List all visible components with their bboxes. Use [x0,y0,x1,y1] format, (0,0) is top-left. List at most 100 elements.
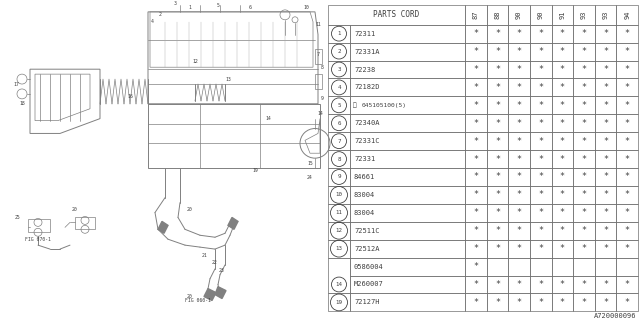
Text: 17: 17 [13,82,19,86]
Text: 12: 12 [335,228,342,233]
Text: 15: 15 [307,161,313,165]
Bar [486,114,508,132]
Text: 84661: 84661 [354,174,375,180]
Text: *: * [538,29,543,38]
Text: *: * [581,101,586,110]
Text: 72512A: 72512A [354,246,380,252]
Text: 72238: 72238 [354,67,375,73]
Bar [616,60,638,78]
Text: *: * [581,172,586,181]
Text: 87: 87 [473,11,479,19]
Text: *: * [625,155,630,164]
Text: *: * [625,226,630,235]
Text: 72331: 72331 [354,156,375,162]
Text: *: * [474,119,478,128]
Text: *: * [516,244,522,253]
Text: *: * [581,280,586,289]
Bar [616,258,638,276]
Bar [595,222,616,240]
Bar [465,222,486,240]
Text: *: * [603,190,608,199]
Text: *: * [538,83,543,92]
Text: *: * [603,208,608,217]
Bar [530,132,552,150]
Bar [508,204,530,222]
Bar [350,60,465,78]
Text: 8: 8 [337,156,340,162]
Bar [486,43,508,60]
Text: A720000096: A720000096 [593,313,636,319]
Text: *: * [516,208,522,217]
Text: *: * [560,119,565,128]
Bar [595,60,616,78]
Bar [486,204,508,222]
Bar [530,60,552,78]
Text: *: * [538,244,543,253]
Text: 11: 11 [315,22,321,27]
Bar [465,60,486,78]
Bar [486,258,508,276]
Bar [530,222,552,240]
Text: *: * [516,65,522,74]
Text: *: * [603,47,608,56]
Bar [573,5,595,25]
Text: 19: 19 [252,167,258,172]
Text: *: * [603,101,608,110]
Bar [616,132,638,150]
Bar [508,240,530,258]
Bar [616,78,638,96]
Text: 23: 23 [219,268,225,273]
Text: *: * [603,244,608,253]
Text: 14: 14 [265,116,271,121]
Text: 7: 7 [317,52,319,57]
Text: *: * [538,119,543,128]
Bar [465,132,486,150]
Text: *: * [625,47,630,56]
Text: *: * [560,298,565,307]
Text: *: * [625,208,630,217]
Bar [508,78,530,96]
Bar [465,114,486,132]
Bar [350,293,465,311]
Text: 91: 91 [559,11,565,19]
Bar [595,150,616,168]
Bar [350,96,465,114]
Bar [530,114,552,132]
Bar [530,43,552,60]
Bar [616,25,638,43]
Text: *: * [495,119,500,128]
Bar [486,222,508,240]
Text: *: * [581,244,586,253]
Bar [508,60,530,78]
Text: *: * [516,226,522,235]
Bar [552,60,573,78]
Text: *: * [474,47,478,56]
Text: 20: 20 [187,207,193,212]
Text: *: * [474,83,478,92]
Text: 4: 4 [337,85,340,90]
Bar [328,96,350,114]
Bar [486,186,508,204]
Bar [552,168,573,186]
Bar [328,114,350,132]
Text: 16: 16 [127,94,133,100]
Text: *: * [516,298,522,307]
Bar [350,204,465,222]
Text: 0586004: 0586004 [354,264,384,269]
Text: *: * [581,226,586,235]
Bar [350,43,465,60]
Text: *: * [581,155,586,164]
Bar [616,204,638,222]
Text: 2: 2 [337,49,340,54]
Polygon shape [228,218,238,229]
Bar [530,78,552,96]
Bar [328,43,350,60]
Bar [350,240,465,258]
Bar [328,25,350,43]
Text: FIG 070-1: FIG 070-1 [25,237,51,242]
Bar [616,96,638,114]
Bar [552,240,573,258]
Bar [508,258,530,276]
Bar [573,132,595,150]
Text: *: * [474,155,478,164]
